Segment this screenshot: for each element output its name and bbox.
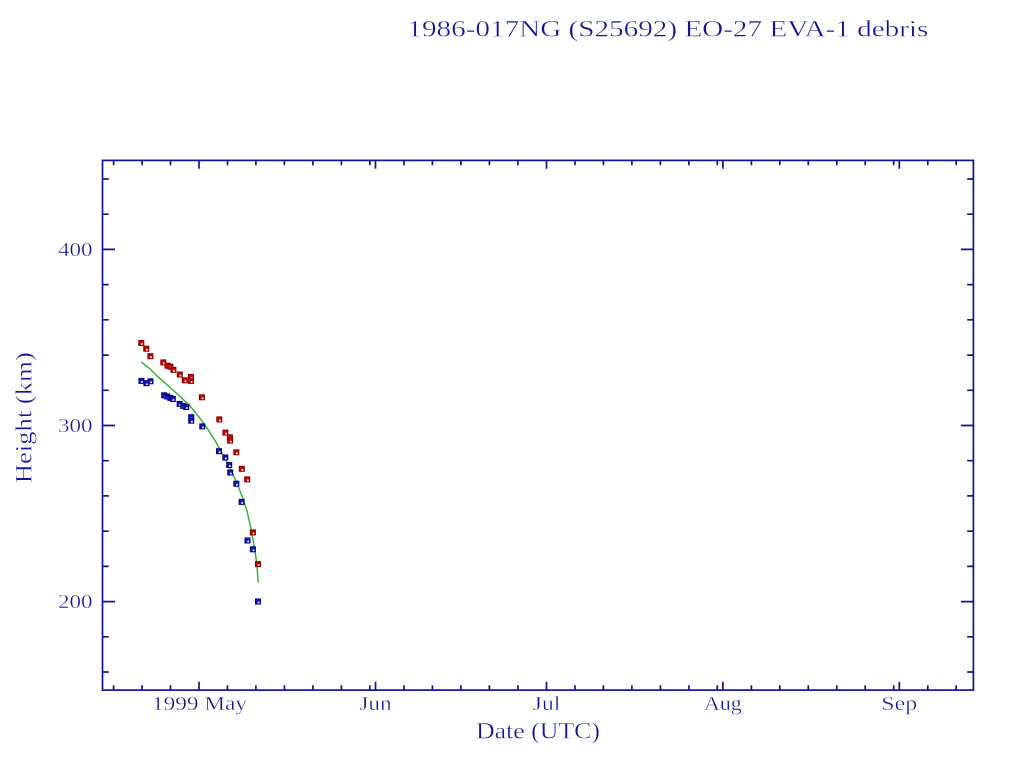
svg-text:Jul: Jul	[533, 693, 561, 715]
svg-text:Aug: Aug	[704, 693, 742, 715]
svg-text:Sep: Sep	[881, 693, 917, 715]
svg-text:300: 300	[58, 415, 93, 437]
svg-text:200: 200	[58, 591, 93, 613]
svg-text:Jun: Jun	[359, 693, 391, 715]
svg-text:400: 400	[58, 239, 93, 261]
svg-text:1999 May: 1999 May	[152, 693, 248, 715]
svg-text:1986-017NG (S25692) EO-27 EVA-: 1986-017NG (S25692) EO-27 EVA-1 debris	[407, 17, 928, 43]
svg-text:Height (km): Height (km)	[12, 352, 37, 483]
svg-text:Date (UTC): Date (UTC)	[476, 719, 600, 744]
